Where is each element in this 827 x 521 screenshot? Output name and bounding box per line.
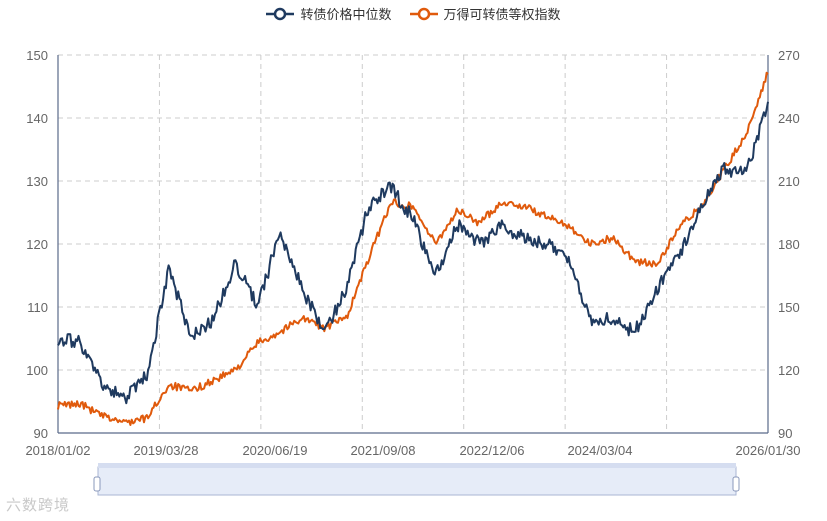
y-right-tick-label: 240 [778, 111, 800, 126]
y-right-tick-label: 210 [778, 174, 800, 189]
legend-label-series-1: 转债价格中位数 [300, 7, 392, 22]
legend-item-series-2[interactable]: 万得可转债等权指数 [409, 4, 561, 23]
zoom-slider-top-bar [98, 463, 736, 468]
y-left-tick-label: 120 [26, 237, 48, 252]
y-left-tick-label: 130 [26, 174, 48, 189]
x-tick-label: 2018/01/02 [25, 443, 90, 458]
legend-line-circle-icon [409, 7, 438, 20]
y-right-tick-label: 150 [778, 300, 800, 315]
x-tick-label: 2022/12/06 [459, 443, 524, 458]
legend-circle-1 [274, 7, 287, 20]
x-tick-label: 2026/01/30 [735, 443, 800, 458]
y-right-tick-label: 270 [778, 48, 800, 63]
zoom-slider-handle-left[interactable] [93, 476, 101, 492]
legend-circle-2 [417, 7, 430, 20]
y-left-tick-label: 110 [27, 300, 48, 315]
series-line-万得可转债等权指数 [57, 71, 769, 426]
y-left-tick-label: 90 [34, 426, 48, 441]
legend-line-circle-icon [266, 7, 295, 20]
y-right-tick-label: 90 [778, 426, 792, 441]
zoom-slider-handle-right[interactable] [732, 476, 740, 492]
zoom-slider-track [97, 466, 737, 496]
y-right-tick-label: 180 [778, 237, 800, 252]
x-tick-label: 2024/03/04 [567, 443, 632, 458]
y-left-tick-label: 150 [26, 48, 48, 63]
x-tick-label: 2021/09/08 [350, 443, 415, 458]
y-right-tick-label: 120 [778, 363, 800, 378]
legend-item-series-1[interactable]: 转债价格中位数 [266, 4, 392, 23]
y-left-tick-label: 100 [26, 363, 48, 378]
watermark-logo: 六数跨境 [6, 497, 71, 514]
series-line-转债价格中位数 [57, 101, 769, 405]
legend: 转债价格中位数 万得可转债等权指数 [0, 4, 827, 23]
y-left-tick-label: 140 [26, 111, 48, 126]
x-tick-label: 2019/03/28 [133, 443, 198, 458]
legend-label-series-2: 万得可转债等权指数 [443, 7, 561, 22]
x-tick-label: 2020/06/19 [242, 443, 307, 458]
